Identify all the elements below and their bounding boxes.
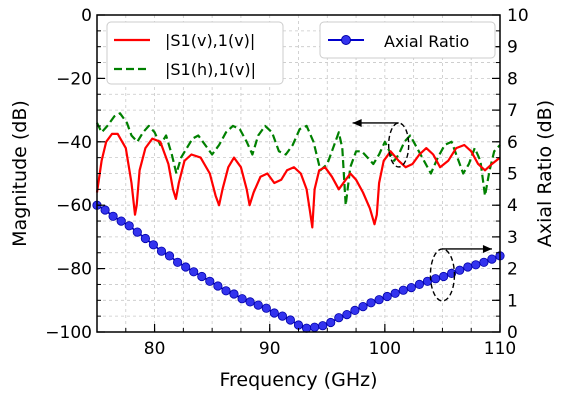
left-y-axis-label: Magnitude (dB) <box>9 100 31 247</box>
series-ar-point <box>205 276 215 286</box>
annotations <box>352 118 492 302</box>
right-y-tick-label: 9 <box>507 38 518 58</box>
series-ar-point <box>318 321 328 331</box>
left-y-tick-label: −40 <box>56 133 92 153</box>
series-ar-point <box>479 257 489 267</box>
left-y-tick-label: −100 <box>45 323 92 343</box>
series-ar-point <box>487 254 497 264</box>
series-ar-point <box>471 260 481 270</box>
plot-area <box>92 112 505 333</box>
series-ar-point <box>173 257 183 267</box>
series-ar-point <box>181 262 191 272</box>
right-y-tick-label: 10 <box>507 6 529 26</box>
series-ar-point <box>398 285 408 295</box>
left-y-tick-label: 0 <box>81 6 92 26</box>
right-y-tick-label: 1 <box>507 291 518 311</box>
series-ar-point <box>148 240 158 250</box>
series-ar-point <box>164 251 175 261</box>
series-ar-point <box>374 295 384 305</box>
series-ar-point <box>422 276 433 286</box>
series-ar-point <box>382 291 392 302</box>
right-y-tick-label: 4 <box>507 196 518 216</box>
series-s11h-line <box>96 112 501 207</box>
series-ar-point <box>390 288 400 298</box>
series-ar-point <box>438 271 449 282</box>
series-ar-point <box>342 309 352 320</box>
series-ar-point <box>350 305 360 315</box>
series-ar-point <box>124 221 134 231</box>
series-ar-point <box>213 281 223 291</box>
series-s11v-line <box>95 132 501 229</box>
series-ar-point <box>100 205 110 215</box>
series-ar-point <box>326 317 336 328</box>
series-ar-point <box>463 262 473 272</box>
x-tick-label: 90 <box>259 339 281 359</box>
x-tick-label: 100 <box>369 339 401 359</box>
left-y-tick-label: −60 <box>56 196 92 216</box>
x-tick-label: 110 <box>484 339 516 359</box>
series-ar-point <box>261 303 271 313</box>
series-ar-point <box>221 286 231 296</box>
right-y-tick-label: 7 <box>507 101 518 121</box>
legend-magnitude: |S1(v),1(v)| |S1(h),1(v)| <box>106 21 284 85</box>
series-ar-point <box>108 211 118 221</box>
right-y-tick-label: 6 <box>507 133 518 153</box>
series-ar-point <box>156 246 167 256</box>
series-ar-point <box>197 271 207 282</box>
legend-axial-ratio-box <box>319 21 496 59</box>
series-ar-point <box>334 313 344 323</box>
series-ar-point <box>455 265 465 275</box>
legend-magnitude-box <box>106 21 284 85</box>
annotation-arrow-head <box>352 118 362 127</box>
series-ar-point <box>430 274 441 284</box>
legend-s11v-label: |S1(v),1(v)| <box>165 31 255 50</box>
series-ar-point <box>301 323 312 333</box>
legend-ar-label: Axial Ratio <box>384 32 469 51</box>
left-y-tick-label: −20 <box>56 69 92 89</box>
right-y-axis-label: Axial Ratio (dB) <box>534 100 556 247</box>
annotation-ellipse <box>387 122 410 168</box>
right-y-tick-label: 0 <box>507 323 518 343</box>
right-y-tick-label: 2 <box>507 260 518 280</box>
left-y-tick-label: −80 <box>56 260 92 280</box>
series-ar-point <box>253 300 263 310</box>
series-ar-point <box>446 268 457 278</box>
series-ar-point <box>309 322 320 332</box>
series-ar-point <box>285 315 295 325</box>
x-tick-label: 80 <box>144 339 166 359</box>
right-y-tick-label: 5 <box>507 165 518 185</box>
series-ar-point <box>116 216 126 226</box>
legend-s11h-label: |S1(h),1(v)| <box>165 60 256 79</box>
series-ar-point <box>132 227 142 237</box>
series-ar-point <box>269 308 279 318</box>
series-ar-point <box>358 301 368 312</box>
legend-axial-ratio: Axial Ratio <box>319 21 496 59</box>
annotation-arrow-head <box>482 244 492 253</box>
right-y-tick-label: 3 <box>507 228 518 248</box>
series-ar-point <box>277 311 287 321</box>
right-y-tick-label: 8 <box>507 69 518 89</box>
series-ar-point <box>293 320 304 330</box>
series-ar-point <box>229 289 239 299</box>
legend-ar-swatch-marker <box>341 35 351 45</box>
series-ar-point <box>245 297 255 307</box>
series-ar-point <box>414 279 424 289</box>
series-ar-point <box>366 298 376 308</box>
series-ar-point <box>237 294 247 304</box>
x-axis-label: Frequency (GHz) <box>219 369 377 391</box>
series-ar-point <box>406 282 416 293</box>
series-ar-point <box>140 233 150 244</box>
series-ar-point <box>189 267 199 277</box>
